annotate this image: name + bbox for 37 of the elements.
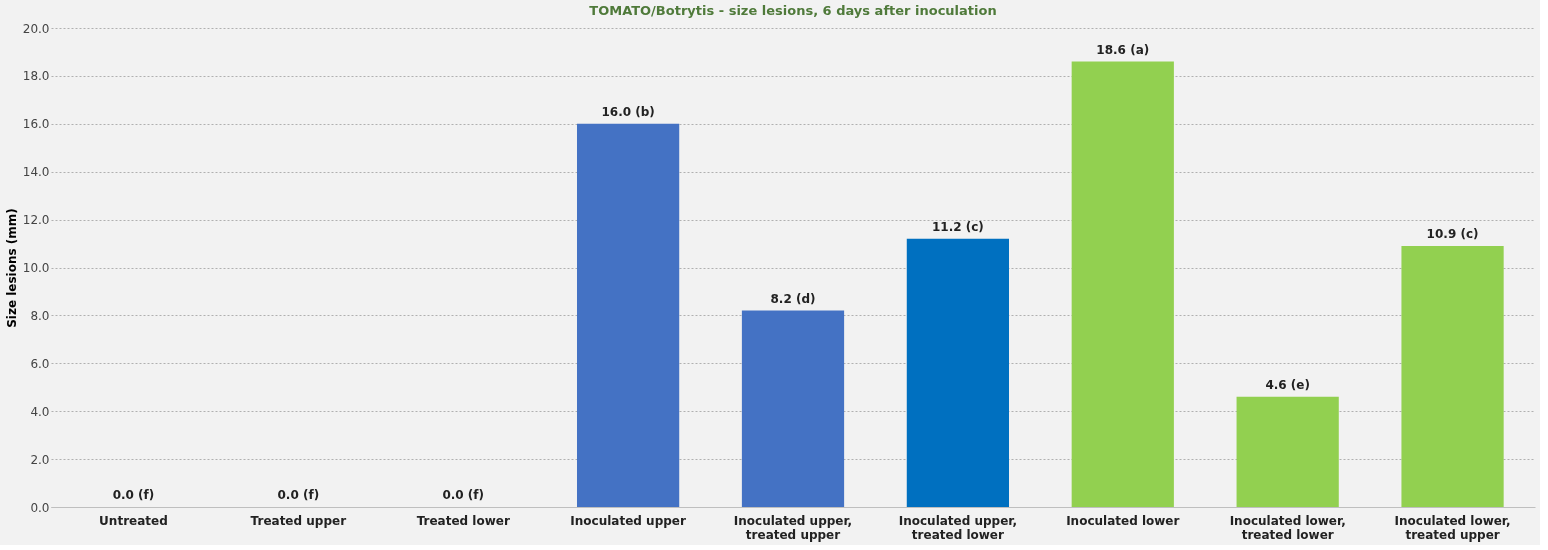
y-axis-title: Size lesions (mm) xyxy=(4,208,19,328)
y-tick-label: 10.0 xyxy=(22,261,50,275)
chart-title: TOMATO/Botrytis - size lesions, 6 days after inoculation xyxy=(589,3,997,18)
y-tick-label: 14.0 xyxy=(22,165,50,180)
bar xyxy=(741,310,845,507)
y-tick-label: 6.0 xyxy=(30,356,50,371)
x-tick-label: Inoculated upper, treated upper xyxy=(733,513,853,542)
y-tick-label: 2.0 xyxy=(30,452,50,467)
x-tick-label: Inoculated lower, treated upper xyxy=(1394,513,1511,542)
x-tick-label: Treated lower xyxy=(416,513,510,528)
y-tick-label: 0.0 xyxy=(30,500,50,515)
x-tick-label: Treated upper xyxy=(250,513,347,528)
y-tick-label: 20.0 xyxy=(22,21,50,36)
x-tick-label: Inoculated upper, treated lower xyxy=(898,513,1018,542)
bar xyxy=(1071,61,1174,507)
data-label: 0.0 (f) xyxy=(442,488,485,502)
x-tick-label: Inoculated lower xyxy=(1066,513,1180,528)
bar xyxy=(577,123,680,507)
x-tick-label: Untreated xyxy=(99,513,168,528)
data-label: 0.0 (f) xyxy=(277,488,320,502)
y-tick-label: 16.0 xyxy=(22,117,50,132)
data-label: 11.2 (c) xyxy=(931,219,984,234)
data-label: 4.6 (e) xyxy=(1265,377,1310,392)
data-label: 10.9 (c) xyxy=(1426,226,1479,241)
data-label: 0.0 (f) xyxy=(112,488,155,502)
x-tick-label: Inoculated lower, treated lower xyxy=(1229,513,1346,542)
y-tick-label: 12.0 xyxy=(22,213,50,228)
bar xyxy=(1236,396,1339,507)
x-tick-label: Inoculated upper xyxy=(570,513,686,528)
y-tick-label: 8.0 xyxy=(30,308,50,323)
bar xyxy=(1401,245,1504,507)
data-label: 8.2 (d) xyxy=(770,291,816,306)
data-label: 18.6 (a) xyxy=(1096,42,1150,57)
y-tick-label: 18.0 xyxy=(22,69,50,84)
data-label: 16.0 (b) xyxy=(601,104,655,119)
y-tick-label: 4.0 xyxy=(30,404,50,419)
bar xyxy=(906,238,1009,507)
